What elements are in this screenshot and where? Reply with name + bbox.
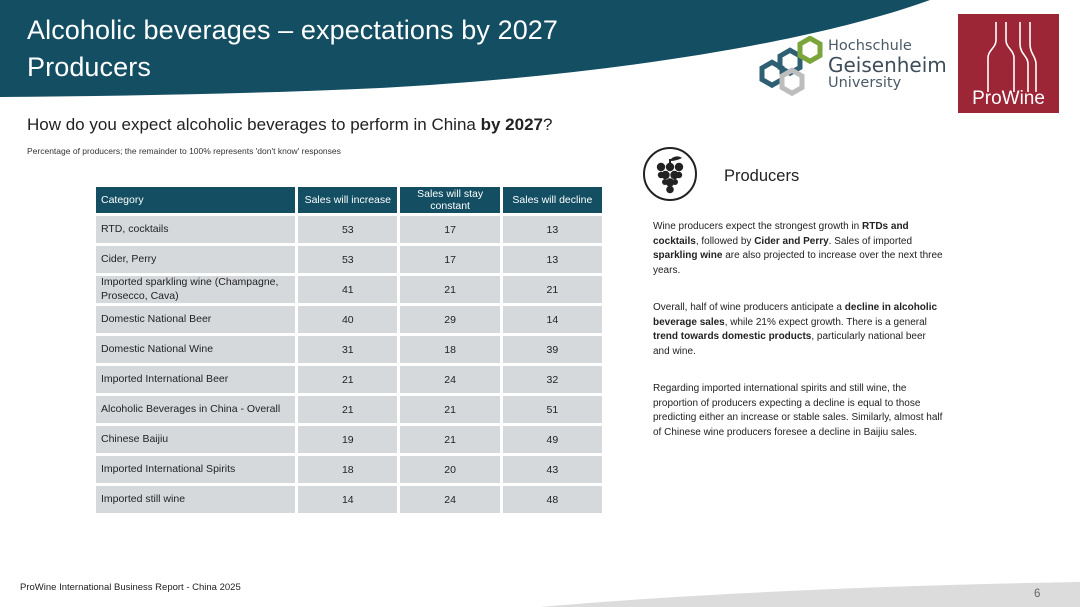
table-row: Chinese Baijiu 19 21 49	[96, 426, 602, 453]
survey-question: How do you expect alcoholic beverages to…	[27, 115, 553, 134]
row-decline: 13	[502, 246, 602, 273]
row-decline: 21	[502, 276, 602, 303]
row-constant: 29	[400, 306, 500, 333]
row-constant: 17	[400, 246, 500, 273]
row-constant: 24	[400, 366, 500, 393]
row-increase: 41	[298, 276, 398, 303]
row-category: RTD, cocktails	[96, 216, 296, 243]
bottles-icon	[987, 22, 1037, 92]
footer-text: ProWine International Business Report - …	[20, 582, 241, 593]
row-increase: 31	[298, 336, 398, 363]
table-row: Imported still wine 14 24 48	[96, 486, 602, 513]
prowine-logo: ProWine	[958, 14, 1059, 113]
row-category: Imported sparkling wine (Champagne, Pros…	[96, 276, 296, 303]
expectations-table: Category Sales will increase Sales will …	[93, 184, 605, 516]
table-row: Domestic National Beer 40 29 14	[96, 306, 602, 333]
table-row: Domestic National Wine 31 18 39	[96, 336, 602, 363]
summary-paragraph-3: Regarding imported international spirits…	[653, 383, 943, 438]
row-category: Chinese Baijiu	[96, 426, 296, 453]
logo-text-geisenheim: Geisenheim	[828, 52, 947, 77]
row-increase: 53	[298, 216, 398, 243]
row-increase: 40	[298, 306, 398, 333]
row-category: Alcoholic Beverages in China - Overall	[96, 396, 296, 423]
grapes-icon	[643, 147, 697, 201]
row-decline: 51	[502, 396, 602, 423]
row-constant: 17	[400, 216, 500, 243]
row-increase: 18	[298, 456, 398, 483]
header-category: Category	[96, 187, 296, 213]
header-decline: Sales will decline	[502, 187, 602, 213]
row-increase: 19	[298, 426, 398, 453]
header-banner	[0, 0, 930, 97]
row-category: Domestic National Beer	[96, 306, 296, 333]
row-decline: 49	[502, 426, 602, 453]
table-row: Imported sparkling wine (Champagne, Pros…	[96, 276, 602, 303]
page-number: 6	[1034, 588, 1041, 600]
row-constant: 20	[400, 456, 500, 483]
table-row: Imported International Beer 21 24 32	[96, 366, 602, 393]
row-constant: 24	[400, 486, 500, 513]
row-decline: 32	[502, 366, 602, 393]
hochschule-geisenheim-logo: Hochschule Geisenheim University	[758, 35, 948, 102]
row-category: Imported International Beer	[96, 366, 296, 393]
row-constant: 21	[400, 396, 500, 423]
header-increase: Sales will increase	[298, 187, 398, 213]
table-row: Imported International Spirits 18 20 43	[96, 456, 602, 483]
logo-text-university: University	[828, 74, 902, 91]
table-note: Percentage of producers; the remainder t…	[27, 146, 341, 156]
row-category: Imported still wine	[96, 486, 296, 513]
row-increase: 21	[298, 396, 398, 423]
row-increase: 14	[298, 486, 398, 513]
summary-paragraph-2: Overall, half of wine producers anticipa…	[653, 302, 938, 357]
row-constant: 21	[400, 276, 500, 303]
table-header-row: Category Sales will increase Sales will …	[96, 187, 602, 213]
row-constant: 18	[400, 336, 500, 363]
table-row: RTD, cocktails 53 17 13	[96, 216, 602, 243]
row-decline: 43	[502, 456, 602, 483]
logo-text-hochschule: Hochschule	[828, 38, 912, 54]
row-constant: 21	[400, 426, 500, 453]
table-row: Alcoholic Beverages in China - Overall 2…	[96, 396, 602, 423]
hexagon-logo-icon	[759, 35, 823, 97]
row-category: Domestic National Wine	[96, 336, 296, 363]
row-category: Imported International Spirits	[96, 456, 296, 483]
header-constant: Sales will stay constant	[400, 187, 500, 213]
row-increase: 53	[298, 246, 398, 273]
row-decline: 39	[502, 336, 602, 363]
prowine-logo-text: ProWine	[972, 88, 1045, 109]
row-decline: 13	[502, 216, 602, 243]
summary-paragraph-1: Wine producers expect the strongest grow…	[653, 221, 943, 276]
footer-swoosh	[540, 582, 1080, 607]
row-category: Cider, Perry	[96, 246, 296, 273]
slide-title: Alcoholic beverages – expectations by 20…	[27, 15, 559, 45]
producers-heading: Producers	[724, 167, 800, 185]
row-increase: 21	[298, 366, 398, 393]
slide-subtitle: Producers	[27, 52, 151, 82]
row-decline: 48	[502, 486, 602, 513]
table-row: Cider, Perry 53 17 13	[96, 246, 602, 273]
row-decline: 14	[502, 306, 602, 333]
